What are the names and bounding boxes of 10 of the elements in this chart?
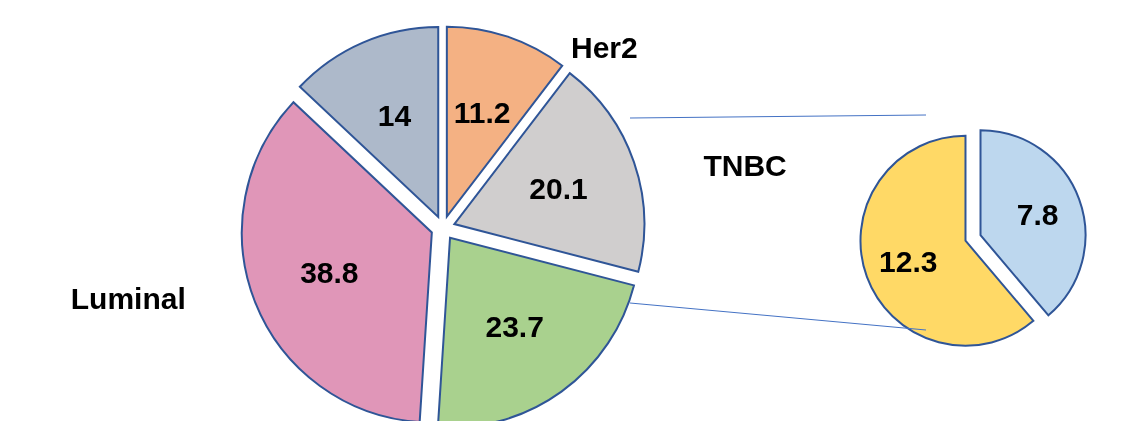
slice-label: Her2 [570, 30, 638, 64]
data-label: 7.8 [1016, 197, 1059, 231]
data-label: 12.3 [879, 245, 938, 279]
slice-label: Luminal [70, 281, 186, 315]
data-label: 23.7 [485, 310, 544, 344]
slice-label: TNBC [703, 149, 787, 183]
data-label: 11.2 [453, 95, 511, 129]
data-label: 20.1 [529, 171, 588, 205]
data-label: 38.8 [300, 256, 359, 290]
data-label: 14 [377, 99, 412, 133]
